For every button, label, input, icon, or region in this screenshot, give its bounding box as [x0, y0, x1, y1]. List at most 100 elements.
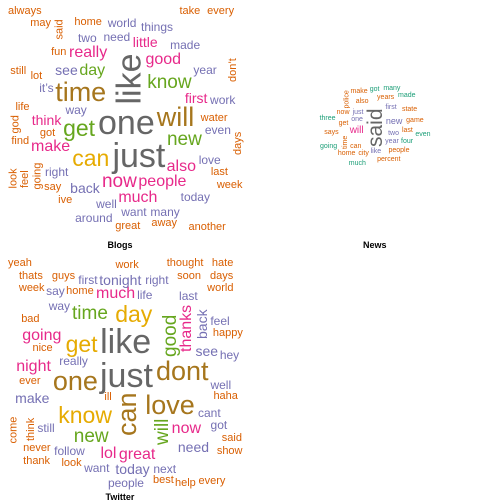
word-need: need	[103, 30, 131, 45]
word-will: will	[349, 124, 364, 136]
word-cant: cant	[198, 406, 221, 421]
word-ever: ever	[19, 374, 41, 387]
word-night: night	[16, 357, 51, 375]
word-life: life	[137, 287, 153, 302]
word-yeah: yeah	[8, 257, 32, 269]
word-ive: ive	[58, 193, 73, 206]
word-new: new	[166, 128, 202, 150]
word-week: week	[216, 178, 243, 191]
word-much: much	[118, 189, 158, 207]
word-days: days	[210, 269, 234, 282]
word-say: say	[46, 283, 65, 298]
word-even: even	[204, 122, 231, 137]
word-people: people	[388, 146, 410, 154]
word-also: also	[355, 98, 369, 106]
word-two: two	[388, 130, 399, 138]
word-work: work	[210, 93, 236, 108]
word-say: say	[44, 181, 62, 194]
panel-title-news: News	[363, 240, 387, 250]
word-best: best	[152, 473, 174, 486]
word-one: one	[52, 365, 98, 396]
word-said: said	[364, 107, 387, 147]
word-make: make	[350, 88, 368, 96]
word-love: love	[198, 153, 221, 168]
word-hate: hate	[211, 257, 234, 269]
word-can: can	[111, 392, 142, 437]
word-dont: dont	[156, 356, 209, 387]
word-city: city	[358, 150, 369, 158]
word-look: look	[7, 168, 19, 189]
word-want: want	[121, 205, 147, 220]
wordcloud-panel-twitter: just like can one love dont know get day good will…	[7, 257, 246, 492]
word-guys: guys	[51, 269, 76, 282]
word-people: people	[138, 173, 187, 191]
word-today: today	[115, 461, 150, 478]
word-hey: hey	[219, 347, 240, 362]
word-feel: feel	[18, 169, 31, 188]
word-percent: percent	[377, 156, 401, 164]
word-know: know	[58, 401, 112, 428]
word-can: can	[72, 144, 110, 171]
word-now: now	[336, 108, 350, 116]
word-just: just	[100, 357, 153, 395]
word-people: people	[107, 475, 144, 490]
word-work: work	[115, 258, 139, 271]
word-think: think	[31, 112, 62, 129]
word-many: many	[150, 204, 180, 219]
word-every: every	[198, 474, 226, 487]
word-it-s: it’s	[39, 81, 54, 95]
word-first: first	[78, 272, 98, 287]
word-see: see	[195, 343, 219, 360]
word-thats: thats	[18, 269, 43, 282]
word-home: home	[66, 284, 94, 297]
word-nice: nice	[32, 342, 53, 355]
word-much: much	[96, 285, 136, 303]
word-also: also	[166, 157, 196, 175]
word-away: away	[151, 216, 178, 229]
wordcloud-panel-news: said will new one two year just first like can als…	[300, 64, 450, 189]
word-bad: bad	[21, 313, 40, 326]
word-years: years	[377, 94, 395, 102]
word-look: look	[61, 457, 82, 470]
word-made: made	[170, 37, 201, 52]
word-two: two	[77, 31, 97, 45]
word-still: still	[37, 420, 55, 435]
word-police: police	[343, 89, 351, 109]
word-first: first	[385, 103, 397, 111]
word-year: year	[193, 62, 217, 77]
word-got: got	[369, 85, 380, 93]
word-water: water	[200, 111, 228, 124]
word-will: will	[152, 419, 174, 446]
word-really: really	[59, 354, 88, 369]
word-may: may	[30, 17, 52, 30]
word-every: every	[207, 5, 235, 17]
word-good: good	[159, 314, 181, 357]
word-last: last	[210, 165, 228, 178]
word-got: got	[210, 418, 228, 433]
word-last: last	[179, 289, 198, 304]
word-love: love	[145, 390, 195, 421]
word-like: like	[370, 147, 382, 155]
word-little: little	[132, 34, 158, 51]
word-things: things	[140, 20, 174, 35]
word-going: going	[22, 326, 62, 344]
word-like: like	[110, 53, 149, 105]
word-great: great	[115, 220, 141, 232]
word-three: three	[319, 115, 336, 123]
word-get: get	[338, 119, 349, 127]
word-like: like	[100, 323, 152, 362]
word-right: right	[45, 165, 69, 180]
word-says: says	[324, 129, 339, 137]
word-back: back	[193, 309, 210, 339]
word-just: just	[352, 109, 364, 117]
word-make: make	[15, 389, 50, 406]
word-time: time	[55, 76, 107, 107]
word-find: find	[11, 135, 30, 148]
word-week: week	[18, 282, 45, 295]
word-never: never	[23, 442, 51, 455]
word-going: going	[31, 162, 44, 190]
word-made: made	[398, 92, 416, 100]
word-god: god	[9, 114, 22, 134]
word-soon: soon	[177, 269, 201, 282]
